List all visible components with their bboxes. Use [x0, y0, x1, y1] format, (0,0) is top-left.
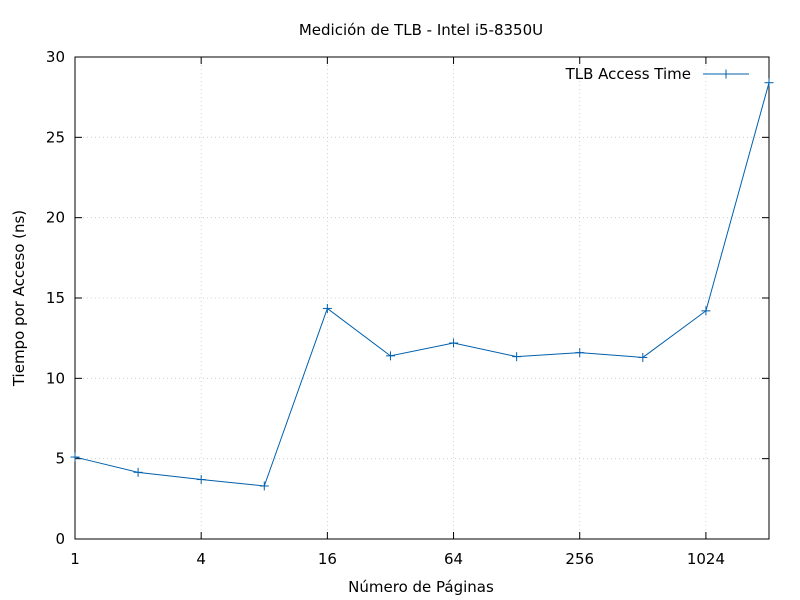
x-tick-label: 16	[318, 550, 337, 568]
y-tick-label: 25	[46, 128, 65, 146]
x-tick-label: 64	[444, 550, 463, 568]
x-tick-label: 1	[70, 550, 80, 568]
x-tick-label: 4	[196, 550, 206, 568]
y-tick-label: 0	[55, 530, 65, 548]
axes: 0 5 10 15 20 25 30 1 4 16 64 256 1024	[46, 48, 770, 568]
legend-label: TLB Access Time	[565, 65, 691, 83]
data-point	[638, 352, 648, 362]
series-layer	[70, 78, 774, 491]
series-line	[74, 82, 770, 487]
grid	[75, 57, 769, 539]
data-point	[575, 348, 585, 358]
data-point	[133, 467, 143, 477]
y-tick-label: 5	[55, 450, 65, 468]
y-tick-label: 15	[46, 289, 65, 307]
data-point	[701, 306, 711, 316]
x-tick-label: 1024	[687, 550, 725, 568]
x-tick-label: 256	[565, 550, 594, 568]
legend: TLB Access Time	[565, 65, 749, 83]
y-tick-label: 20	[46, 209, 65, 227]
data-point	[70, 452, 80, 462]
y-tick-label: 10	[46, 369, 65, 387]
y-tick-label: 30	[46, 48, 65, 66]
data-point	[764, 78, 774, 88]
data-point	[196, 475, 206, 485]
y-axis-label: Tiempo por Acceso (ns)	[10, 210, 28, 387]
data-point	[322, 303, 332, 313]
data-point	[512, 352, 522, 362]
x-axis-label: Número de Páginas	[348, 578, 494, 596]
data-point	[449, 338, 459, 348]
chart-title: Medición de TLB - Intel i5-8350U	[299, 21, 543, 39]
data-point	[259, 481, 269, 491]
data-point	[385, 351, 395, 361]
